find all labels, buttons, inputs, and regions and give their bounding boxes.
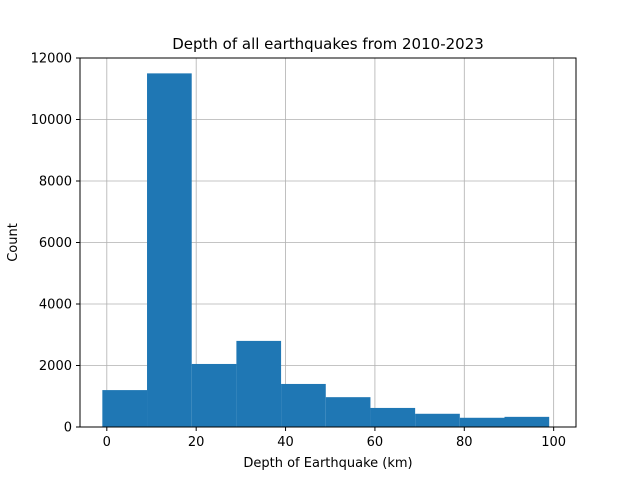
bars xyxy=(102,73,550,427)
x-tick-label: 20 xyxy=(188,435,205,450)
x-axis-ticks: 0 20 40 60 80 100 xyxy=(103,427,566,450)
y-tick-label: 12000 xyxy=(31,52,72,67)
y-tick-label: 2000 xyxy=(39,359,72,374)
y-tick-label: 4000 xyxy=(39,298,72,313)
histogram-bar xyxy=(370,407,416,427)
x-tick-label: 100 xyxy=(541,435,566,450)
y-tick-label: 6000 xyxy=(39,236,72,251)
x-tick-label: 60 xyxy=(367,435,384,450)
histogram-bar xyxy=(147,73,192,427)
histogram-bar xyxy=(415,413,460,427)
histogram-bar xyxy=(102,390,148,427)
y-axis-ticks: 0 2000 4000 6000 8000 10000 12000 xyxy=(31,52,80,436)
x-tick-label: 0 xyxy=(103,435,111,450)
y-tick-label: 8000 xyxy=(39,175,72,190)
histogram-bar xyxy=(325,397,371,427)
x-axis-label: Depth of Earthquake (km) xyxy=(243,456,412,471)
y-tick-label: 10000 xyxy=(31,113,72,128)
histogram-bar xyxy=(236,340,282,427)
histogram-bar xyxy=(281,383,326,427)
x-tick-label: 40 xyxy=(277,435,294,450)
y-axis-label: Count xyxy=(6,223,21,262)
chart-title: Depth of all earthquakes from 2010-2023 xyxy=(172,35,484,53)
x-tick-label: 80 xyxy=(456,435,473,450)
histogram-bar xyxy=(459,417,505,427)
histogram-bar xyxy=(504,416,550,427)
histogram-bar xyxy=(191,363,237,427)
y-tick-label: 0 xyxy=(64,421,72,436)
